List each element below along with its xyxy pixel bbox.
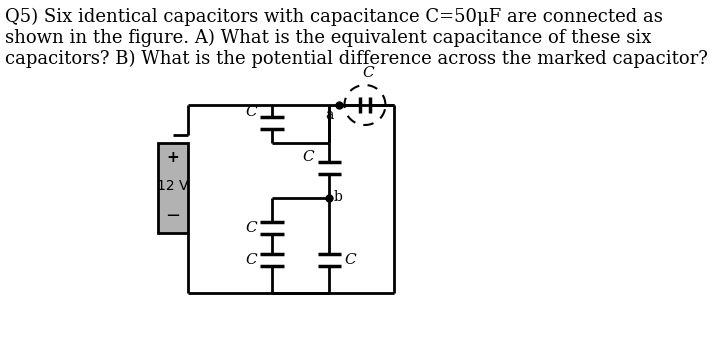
Bar [158, 143, 188, 233]
Text: capacitors? B) What is the potential difference across the marked capacitor?: capacitors? B) What is the potential dif… [5, 50, 708, 68]
Text: C: C [303, 150, 315, 164]
Text: a: a [325, 108, 333, 122]
Text: C: C [362, 66, 374, 80]
Text: +: + [166, 150, 179, 165]
Text: 12 V: 12 V [157, 179, 189, 193]
Text: C: C [245, 253, 257, 267]
Text: b: b [333, 190, 342, 204]
Text: Q5) Six identical capacitors with capacitance C=50μF are connected as: Q5) Six identical capacitors with capaci… [5, 8, 663, 26]
Text: shown in the figure. A) What is the equivalent capacitance of these six: shown in the figure. A) What is the equi… [5, 29, 651, 47]
Text: C: C [245, 221, 257, 235]
Text: −: − [165, 207, 180, 225]
Text: C: C [344, 253, 356, 267]
Text: C: C [245, 105, 257, 119]
